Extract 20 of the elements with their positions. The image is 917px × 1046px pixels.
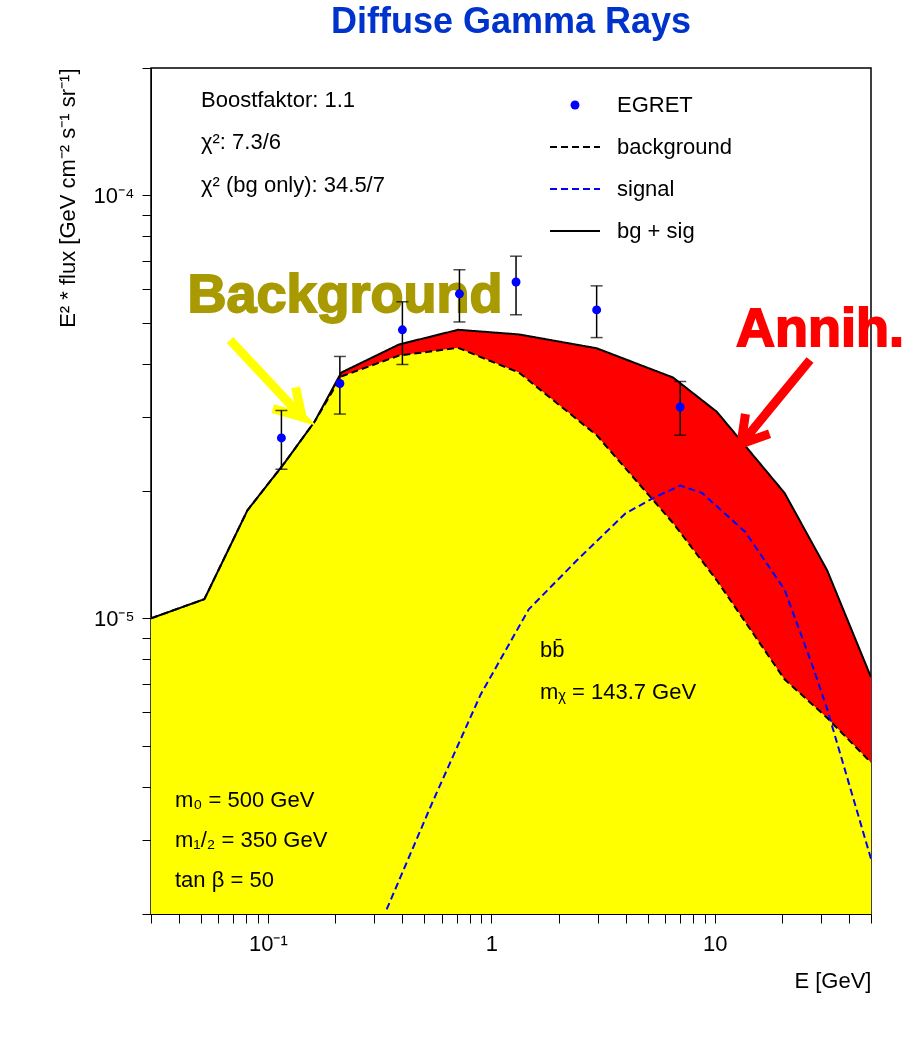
annotation: Boostfaktor: 1.1 xyxy=(201,87,356,112)
annotation: m₁/₂ = 350 GeV xyxy=(175,827,328,852)
x-tick-label: 10⁻¹ xyxy=(248,930,288,956)
annotation: χ² (bg only): 34.5/7 xyxy=(201,172,385,197)
annotation: m₀ = 500 GeV xyxy=(175,787,315,812)
chart-title: Diffuse Gamma Rays xyxy=(330,0,692,41)
x-axis-title: E [GeV] xyxy=(794,967,872,993)
legend-label: background xyxy=(617,134,732,159)
annotation: mᵪ = 143.7 GeV xyxy=(540,679,697,704)
legend-label: EGRET xyxy=(617,92,693,117)
annotation: tan β = 50 xyxy=(175,867,274,892)
y-tick-label: 10⁻⁴ xyxy=(93,182,135,208)
y-axis-title: E² * flux [GeV cm⁻² s⁻¹ sr⁻¹] xyxy=(54,68,80,328)
y-tick-label: 10⁻⁵ xyxy=(93,605,135,631)
x-tick-label: 1 xyxy=(485,930,498,956)
annotation: χ²: 7.3/6 xyxy=(201,129,282,154)
x-tick-label: 10 xyxy=(703,930,728,956)
legend-label: signal xyxy=(617,176,675,201)
legend-label: bg + sig xyxy=(617,218,695,243)
annotation: bb̄ xyxy=(540,637,565,662)
